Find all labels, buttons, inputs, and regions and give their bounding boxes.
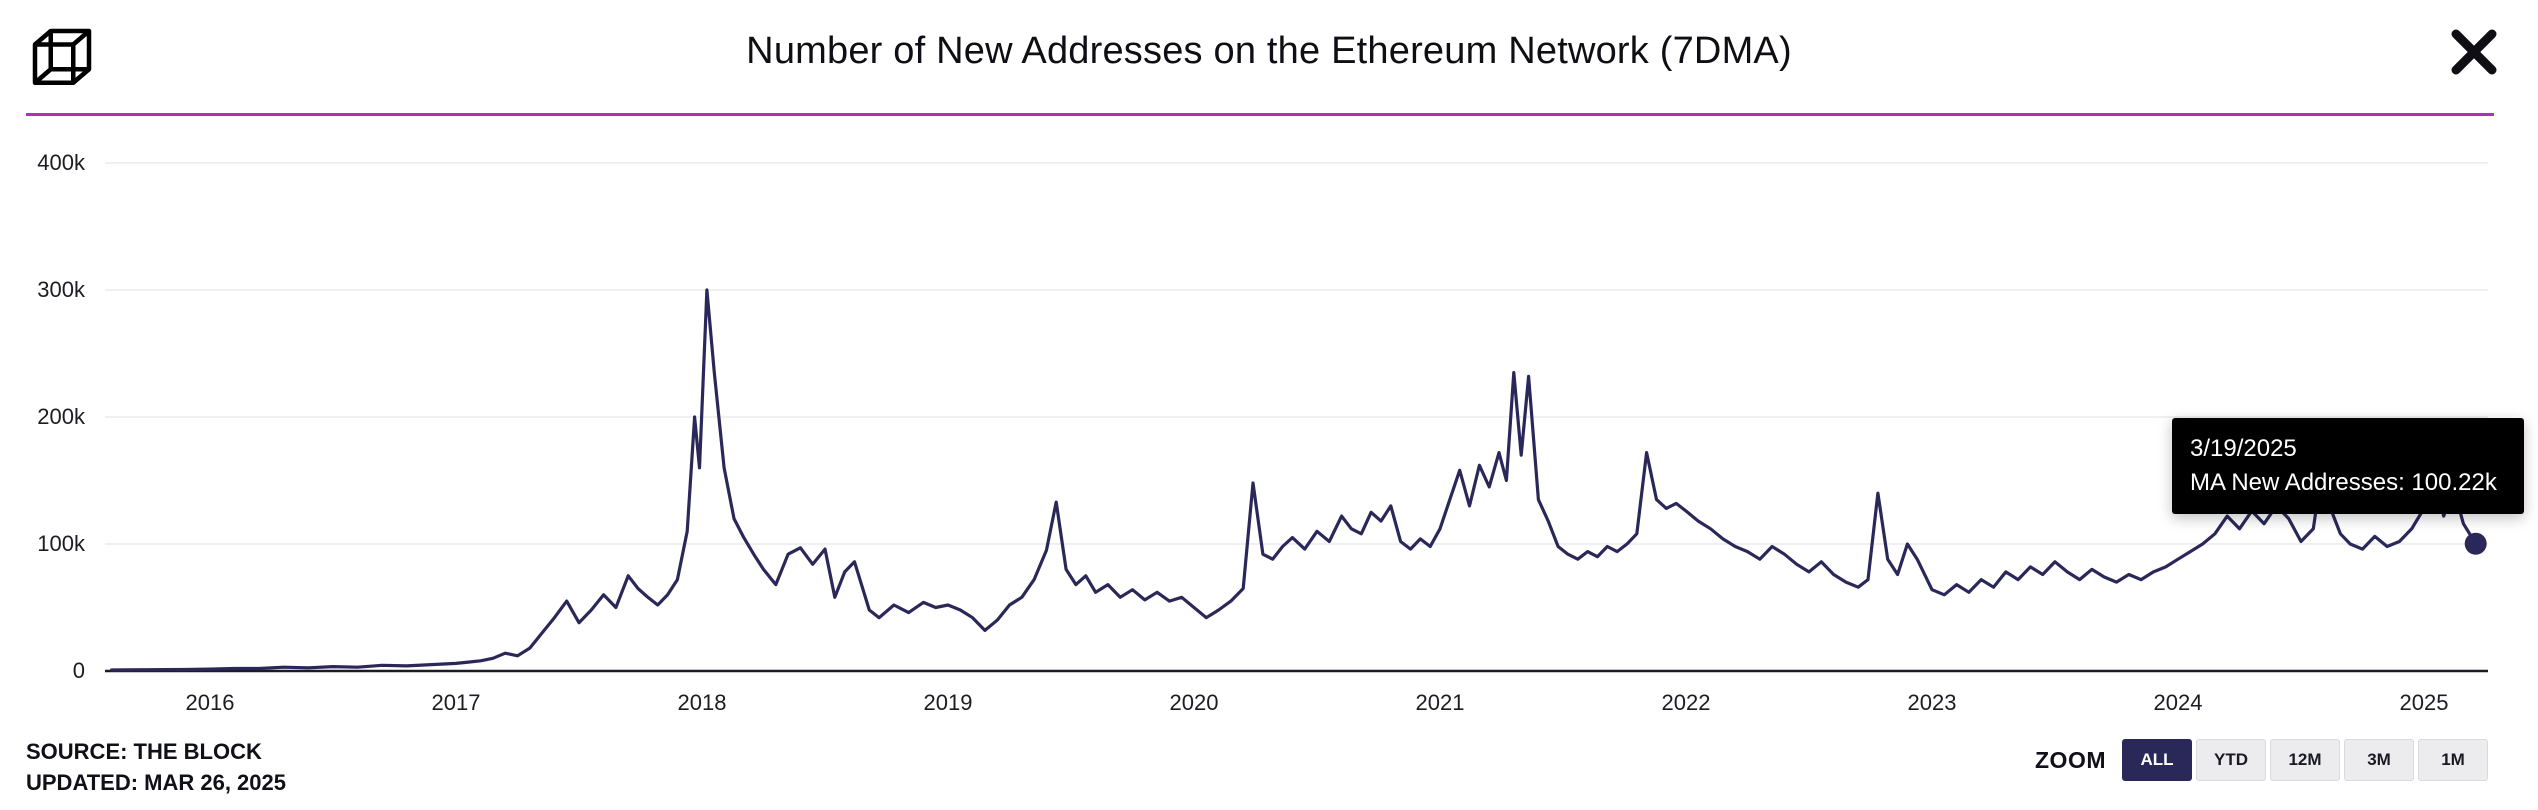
x-axis-tick: 2025 — [2399, 690, 2449, 715]
footer: SOURCE: THE BLOCK UPDATED: MAR 26, 2025 — [26, 736, 286, 798]
source-label: SOURCE: THE BLOCK — [26, 739, 262, 764]
x-axis-tick: 2016 — [185, 690, 235, 715]
y-axis-tick: 100k — [37, 531, 85, 556]
x-axis-tick: 2023 — [1907, 690, 1957, 715]
tooltip-date: 3/19/2025 — [2190, 435, 2297, 462]
zoom-button-12m[interactable]: 12M — [2270, 739, 2340, 781]
y-axis-tick: 200k — [37, 404, 85, 429]
x-axis-tick: 2017 — [431, 690, 481, 715]
series-line-new-addresses — [109, 288, 2478, 672]
zoom-button-ytd[interactable]: YTD — [2196, 739, 2266, 781]
tooltip-value: MA New Addresses: 100.22k — [2190, 469, 2497, 496]
x-axis-tick: 2019 — [923, 690, 973, 715]
zoom-controls: ZOOM ALL YTD 12M 3M 1M — [2035, 739, 2488, 781]
zoom-button-all[interactable]: ALL — [2122, 739, 2192, 781]
zoom-button-3m[interactable]: 3M — [2344, 739, 2414, 781]
zoom-button-group: ALL YTD 12M 3M 1M — [2122, 739, 2488, 781]
accent-divider — [26, 113, 2494, 116]
x-axis-tick: 2018 — [677, 690, 727, 715]
tooltip: 3/19/2025 MA New Addresses: 100.22k — [2172, 418, 2524, 514]
zoom-label: ZOOM — [2035, 746, 2106, 773]
close-icon — [2451, 29, 2497, 75]
x-axis-tick: 2020 — [1169, 690, 1219, 715]
y-axis-tick: 300k — [37, 277, 85, 302]
chart-title: Number of New Addresses on the Ethereum … — [746, 30, 1792, 72]
close-button[interactable] — [2444, 22, 2504, 82]
x-axis-tick: 2024 — [2153, 690, 2203, 715]
y-axis-tick: 0 — [72, 658, 85, 683]
updated-label: UPDATED: MAR 26, 2025 — [26, 770, 286, 795]
cube-logo-icon — [32, 28, 92, 85]
x-axis-tick: 2021 — [1415, 690, 1465, 715]
the-block-logo-icon — [26, 20, 98, 96]
y-axis-tick: 400k — [37, 150, 85, 175]
zoom-button-1m[interactable]: 1M — [2418, 739, 2488, 781]
x-axis-tick: 2022 — [1661, 690, 1711, 715]
hover-marker-dot — [2464, 532, 2487, 555]
